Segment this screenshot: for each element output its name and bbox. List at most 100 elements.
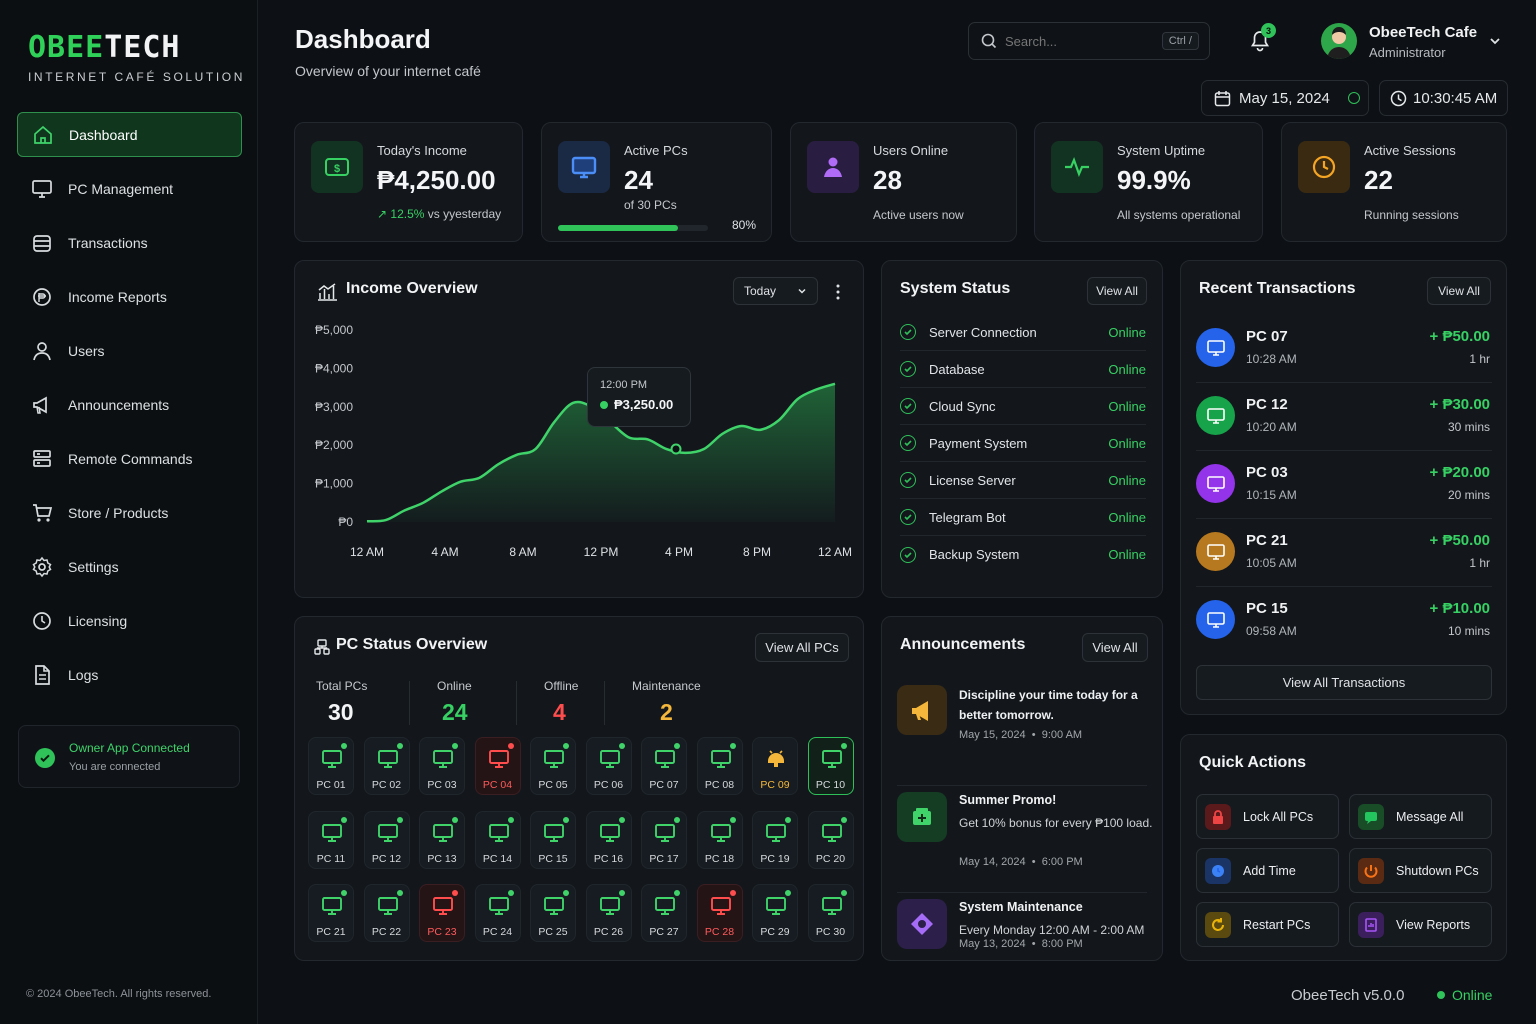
avatar[interactable] <box>1321 23 1357 59</box>
sidebar-item-income-reports[interactable]: Income Reports <box>17 274 242 319</box>
sidebar-item-dashboard[interactable]: Dashboard <box>17 112 242 157</box>
announcements-view-all-button[interactable]: View All <box>1082 633 1148 662</box>
pc-tile[interactable]: PC 08 <box>696 737 743 795</box>
pc-tile[interactable]: PC 05 <box>530 737 576 795</box>
add-time-button[interactable]: Add Time <box>1196 848 1339 893</box>
pc-tile[interactable]: PC 25 <box>530 884 576 942</box>
announcement-item[interactable]: Discipline your time today for a better … <box>897 679 1147 786</box>
users-online-card: Users Online 28 Active users now <box>790 122 1017 242</box>
wallet-icon <box>31 232 53 254</box>
pc-tile[interactable]: PC 02 <box>363 737 410 795</box>
monitor-icon <box>710 750 731 768</box>
pc-tile[interactable]: PC 04 <box>474 737 521 795</box>
pc-tile[interactable]: PC 28 <box>696 884 743 942</box>
pc-tile[interactable]: PC 13 <box>419 810 465 869</box>
sidebar-item-remote-commands[interactable]: Remote Commands <box>17 436 242 481</box>
pc-tile[interactable]: PC 29 <box>752 884 798 942</box>
divider <box>409 681 410 725</box>
highlight-point[interactable] <box>670 443 682 455</box>
transaction-duration: 10 mins <box>1447 624 1490 638</box>
system-status-row: Database Online <box>900 351 1146 388</box>
pc-tile[interactable]: PC 10 <box>807 737 854 795</box>
announcements-card: Announcements View All Discipline your t… <box>881 616 1163 961</box>
pc-tile[interactable]: PC 03 <box>419 737 465 795</box>
current-time: 10:30:45 AM <box>1413 89 1498 107</box>
message-all-button[interactable]: Message All <box>1349 794 1492 839</box>
active-pcs-progress <box>558 225 708 231</box>
transactions-view-all-button[interactable]: View All <box>1427 277 1491 305</box>
view-reports-button[interactable]: View Reports <box>1349 902 1492 947</box>
sidebar-item-logs[interactable]: Logs <box>17 652 242 697</box>
transaction-row[interactable]: PC 15 09:58 AM + ₱10.00 10 mins <box>1196 587 1492 655</box>
chevron-down-icon[interactable] <box>1488 34 1502 48</box>
progress-label: 80% <box>732 218 757 232</box>
transaction-row[interactable]: PC 21 10:05 AM + ₱50.00 1 hr <box>1196 519 1492 587</box>
system-name: Payment System <box>929 435 1028 451</box>
sidebar-item-store-products[interactable]: Store / Products <box>17 490 242 535</box>
pc-tile[interactable]: PC 01 <box>308 737 354 795</box>
restart-pcs-button[interactable]: Restart PCs <box>1196 902 1339 947</box>
pc-tile[interactable]: PC 30 <box>807 884 854 942</box>
pc-tile[interactable]: PC 16 <box>585 810 632 869</box>
x-tick-label: 12 PM <box>584 545 619 559</box>
notifications-button[interactable]: 3 <box>1240 22 1280 60</box>
pc-tile[interactable]: PC 26 <box>585 884 632 942</box>
announcement-item[interactable]: System Maintenance Every Monday 12:00 AM… <box>897 893 1147 1000</box>
pc-tile[interactable]: PC 20 <box>807 810 854 869</box>
pc-tile[interactable]: PC 21 <box>308 884 354 942</box>
status-dot <box>674 743 680 749</box>
lock-icon <box>1205 803 1231 830</box>
sidebar-item-licensing[interactable]: Licensing <box>17 598 242 643</box>
pc-tile[interactable]: PC 06 <box>585 737 632 795</box>
income-trend: ↗ 12.5% vs yyesterday <box>377 207 501 221</box>
sidebar-item-pc-management[interactable]: PC Management <box>17 166 242 211</box>
transaction-duration: 1 hr <box>1469 352 1490 366</box>
active-pcs-card: Active PCs 24 of 30 PCs 80% <box>541 122 772 242</box>
sidebar-item-settings[interactable]: Settings <box>17 544 242 589</box>
pc-tile[interactable]: PC 17 <box>641 810 687 869</box>
pc-tile[interactable]: PC 12 <box>363 810 410 869</box>
stat-label: System Uptime <box>1117 143 1206 158</box>
stat-label: Active Sessions <box>1364 143 1456 158</box>
search-input[interactable] <box>1005 33 1145 49</box>
pc-tile[interactable]: PC 09 <box>752 737 798 795</box>
status-badge: Online <box>1108 435 1146 451</box>
transaction-row[interactable]: PC 07 10:28 AM + ₱50.00 1 hr <box>1196 315 1492 383</box>
transaction-row[interactable]: PC 12 10:20 AM + ₱30.00 30 mins <box>1196 383 1492 451</box>
system-status-view-all-button[interactable]: View All <box>1087 277 1147 305</box>
system-status-row: Payment System Online <box>900 425 1146 462</box>
monitor-icon <box>821 750 842 768</box>
sidebar-item-users[interactable]: Users <box>17 328 242 373</box>
view-all-pcs-button[interactable]: View All PCs <box>755 633 849 662</box>
period-select[interactable]: Today <box>733 277 818 305</box>
y-tick-label: ₱1,000 <box>315 477 353 491</box>
check-icon <box>900 398 916 414</box>
announcement-item[interactable]: Summer Promo! Get 10% bonus for every ₱1… <box>897 786 1152 893</box>
shutdown-pcs-button[interactable]: Shutdown PCs <box>1349 848 1492 893</box>
pc-name: PC 03 <box>427 779 457 791</box>
more-vertical-icon[interactable] <box>833 283 843 301</box>
megaphone-icon <box>897 685 947 735</box>
sidebar-item-announcements[interactable]: Announcements <box>17 382 242 427</box>
search-box[interactable]: Ctrl / <box>968 22 1210 60</box>
pc-tile[interactable]: PC 18 <box>696 810 743 869</box>
pc-tile[interactable]: PC 24 <box>474 884 521 942</box>
lock-all-pcs-button[interactable]: Lock All PCs <box>1196 794 1339 839</box>
pc-tile[interactable]: PC 27 <box>641 884 687 942</box>
status-dot <box>396 890 403 896</box>
network-icon <box>314 639 330 655</box>
transaction-row[interactable]: PC 03 10:15 AM + ₱20.00 20 mins <box>1196 451 1492 519</box>
monitor-icon <box>544 823 564 842</box>
pc-tile[interactable]: PC 19 <box>752 810 798 869</box>
transaction-time: 10:05 AM <box>1246 556 1297 570</box>
pc-tile[interactable]: PC 14 <box>474 810 521 869</box>
pc-tile[interactable]: PC 22 <box>363 884 410 942</box>
logo[interactable]: OBEETECH INTERNET CAFÉ SOLUTION <box>28 32 245 85</box>
pc-tile[interactable]: PC 07 <box>641 737 687 795</box>
pc-tile[interactable]: PC 23 <box>419 884 465 942</box>
pc-tile[interactable]: PC 11 <box>308 810 354 869</box>
sidebar-item-transactions[interactable]: Transactions <box>17 220 242 265</box>
pc-tile[interactable]: PC 15 <box>530 810 576 869</box>
x-tick-label: 12 AM <box>818 545 852 559</box>
view-all-transactions-button[interactable]: View All Transactions <box>1196 665 1492 700</box>
